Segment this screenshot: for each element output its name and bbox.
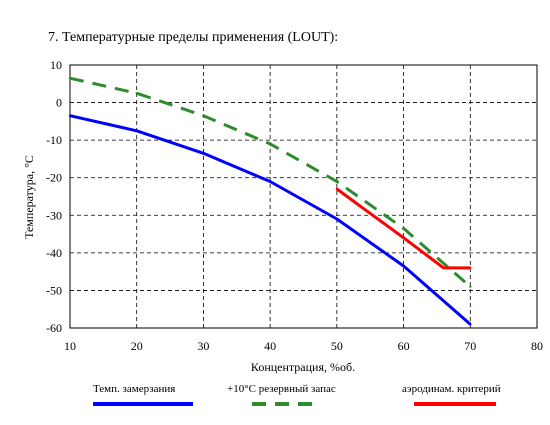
data-point bbox=[335, 217, 339, 221]
x-tick-label: 30 bbox=[197, 339, 209, 353]
data-point bbox=[335, 187, 339, 191]
y-tick-label: -60 bbox=[46, 321, 62, 335]
data-point bbox=[402, 236, 405, 240]
data-point bbox=[68, 76, 72, 80]
y-tick-label: -40 bbox=[46, 246, 62, 260]
x-axis-label: Концентрация, %об. bbox=[251, 360, 355, 374]
x-tick-label: 20 bbox=[131, 339, 143, 353]
x-tick-label: 70 bbox=[464, 339, 476, 353]
data-point bbox=[402, 264, 405, 268]
series-1 bbox=[68, 114, 472, 326]
data-point bbox=[268, 180, 272, 183]
y-tick-label: 0 bbox=[56, 96, 62, 110]
x-tick-label: 80 bbox=[531, 339, 543, 353]
grid bbox=[70, 65, 537, 328]
data-point bbox=[335, 180, 339, 183]
tick-labels: 10 20 30 40 50 60 70 80 10 0 -10 -20 -30 -40 -50 -60 bbox=[46, 58, 543, 353]
data-point bbox=[402, 227, 405, 230]
data-point bbox=[469, 285, 472, 288]
legend-label: аэродинам. критерий bbox=[402, 383, 501, 395]
data-point bbox=[469, 266, 472, 270]
data-point bbox=[68, 114, 72, 117]
y-tick-label: -50 bbox=[46, 283, 62, 297]
x-tick-label: 40 bbox=[264, 339, 276, 353]
y-tick-label: 10 bbox=[50, 58, 62, 72]
data-point bbox=[442, 266, 445, 270]
legend: Темп. замерзания +10°С резервный запас аэр… bbox=[93, 383, 501, 406]
y-tick-label: -20 bbox=[46, 171, 62, 185]
data-point bbox=[469, 323, 472, 326]
series bbox=[68, 76, 472, 326]
plot-frame bbox=[69, 64, 538, 329]
series-3 bbox=[335, 187, 472, 270]
y-tick-label: -30 bbox=[46, 208, 62, 222]
x-tick-label: 10 bbox=[64, 339, 76, 353]
data-point bbox=[369, 212, 372, 215]
x-tick-label: 60 bbox=[398, 339, 410, 353]
data-point bbox=[135, 91, 138, 95]
data-point bbox=[202, 114, 205, 117]
series-2 bbox=[68, 76, 472, 288]
x-tick-label: 50 bbox=[331, 339, 343, 353]
legend-label: Темп. замерзания bbox=[93, 383, 175, 395]
data-point bbox=[135, 129, 138, 132]
y-axis-label: Температура, °С bbox=[22, 155, 36, 239]
y-tick-label: -10 bbox=[46, 133, 62, 147]
legend-label: +10°С резервный запас bbox=[227, 383, 336, 395]
chart-title: 7. Температурные пределы применения (LOU… bbox=[48, 30, 338, 45]
data-point bbox=[268, 142, 272, 146]
data-point bbox=[202, 152, 205, 155]
